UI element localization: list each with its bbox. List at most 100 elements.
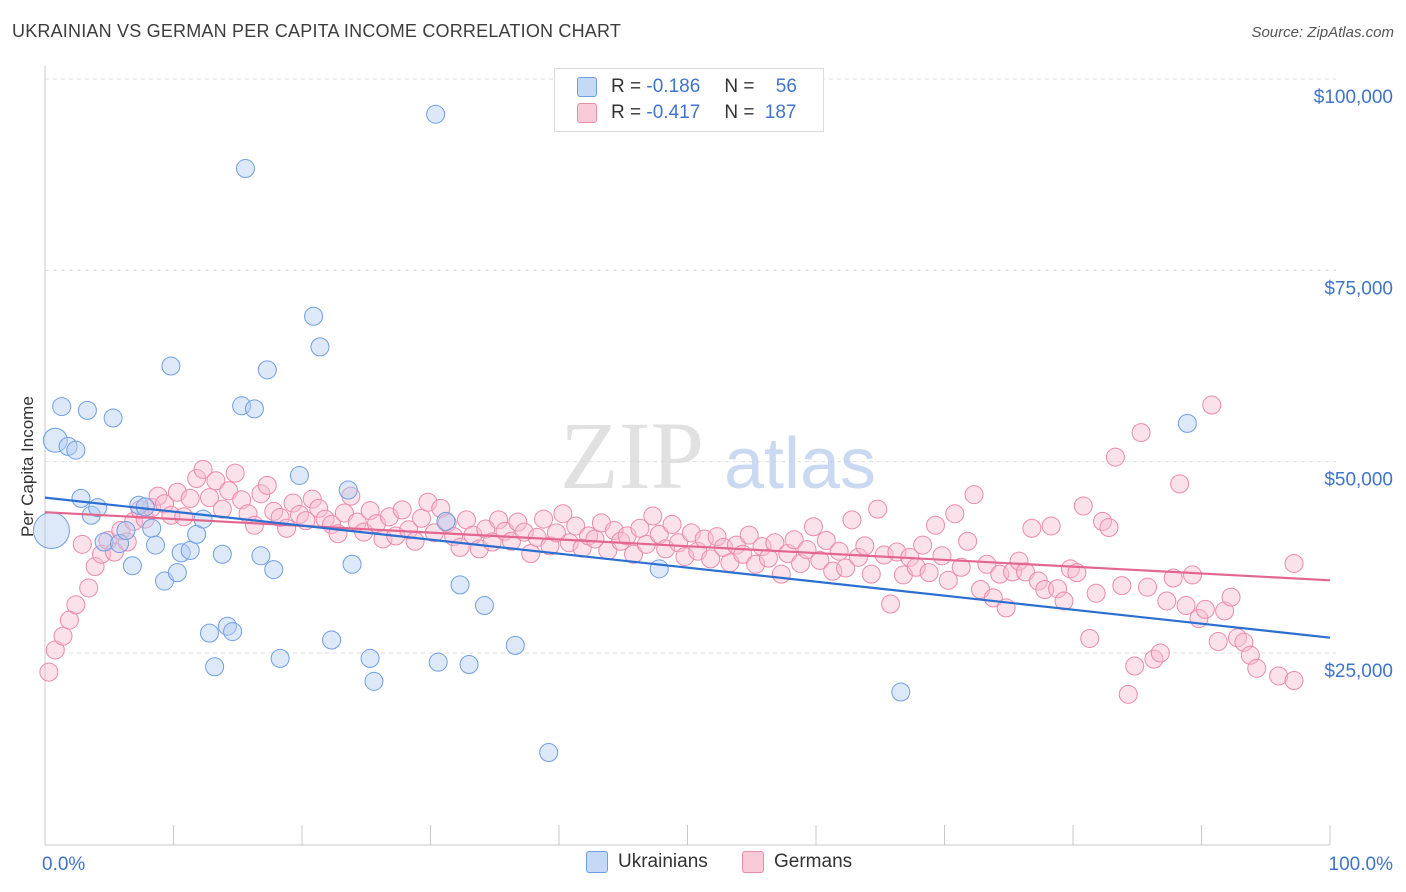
- germans-point: [1054, 591, 1074, 611]
- ukrainians-point: [338, 480, 358, 500]
- ukrainians-point: [193, 509, 213, 529]
- germans-point: [630, 518, 650, 538]
- germans-point: [1009, 551, 1029, 571]
- germans-point: [85, 557, 105, 577]
- germans-point: [951, 557, 971, 577]
- germans-point: [489, 510, 509, 530]
- germans-point: [399, 520, 419, 540]
- germans-point: [418, 492, 438, 512]
- germans-point: [1105, 447, 1125, 467]
- germans-point: [193, 459, 213, 479]
- ukrainians-point: [304, 306, 324, 326]
- germans-point: [1073, 496, 1093, 516]
- germans-point: [938, 570, 958, 590]
- germans-point: [392, 500, 412, 520]
- ukrainians-point: [264, 560, 284, 580]
- germans-point: [874, 545, 894, 565]
- germans-point: [977, 554, 997, 574]
- ukrainians-point: [539, 742, 559, 762]
- germans-point: [155, 494, 175, 514]
- ukrainians-point: [270, 648, 290, 668]
- germans-point: [739, 525, 759, 545]
- germans-point: [958, 531, 978, 551]
- stats-legend: R = -0.186 N = 56 R = -0.417 N = 187: [554, 68, 824, 132]
- germans-point: [187, 469, 207, 489]
- ukrainians-trend-line: [44, 496, 1331, 639]
- germans-point: [1099, 517, 1119, 537]
- ukrainians-point: [161, 356, 181, 376]
- germans-point: [534, 509, 554, 529]
- ukrainians-point: [364, 671, 384, 691]
- germans-point: [842, 510, 862, 530]
- germans-point: [649, 524, 669, 544]
- germans-point: [707, 527, 727, 547]
- germans-point: [1183, 565, 1203, 585]
- y-tick-label: $75,000: [1324, 278, 1393, 299]
- chart-title: UKRAINIAN VS GERMAN PER CAPITA INCOME CO…: [12, 21, 622, 41]
- ukrainians-point: [223, 622, 243, 642]
- germans-point: [1041, 516, 1061, 536]
- legend-n-value: 187: [764, 102, 797, 123]
- germans-legend-label: Germans: [774, 851, 853, 872]
- ukrainians-point: [129, 495, 149, 515]
- germans-point: [546, 523, 566, 543]
- germans-point: [1150, 643, 1170, 663]
- ukrainians-point: [1177, 413, 1197, 433]
- germans-point: [1208, 632, 1228, 652]
- germans-swatch: [577, 103, 597, 123]
- germans-point: [836, 558, 856, 578]
- germans-point: [945, 504, 965, 524]
- grid-lines: [45, 78, 1336, 654]
- germans-point: [553, 504, 573, 524]
- legend-n-label: N =: [724, 102, 755, 123]
- germans-point: [868, 499, 888, 519]
- germans-point: [1284, 553, 1304, 573]
- germans-point: [1086, 583, 1106, 603]
- germans-point: [302, 489, 322, 509]
- ukrainians-swatch: [577, 77, 597, 97]
- x-tick-label-max: 100.0%: [1329, 854, 1394, 875]
- germans-point: [1284, 671, 1304, 691]
- germans-point: [1195, 599, 1215, 619]
- legend-n-label: N =: [724, 76, 755, 97]
- germans-point: [225, 463, 245, 483]
- germans-point: [643, 506, 663, 526]
- ukrainians-point: [891, 682, 911, 702]
- germans-point: [1138, 577, 1158, 597]
- germans-point: [1125, 656, 1145, 676]
- ukrainians-point: [450, 575, 470, 595]
- germans-point: [72, 534, 92, 554]
- germans-point: [675, 547, 695, 567]
- germans-point: [1157, 591, 1177, 611]
- ukrainians-legend-label: Ukrainians: [618, 851, 708, 872]
- ukrainians-point: [71, 488, 91, 508]
- germans-point: [861, 564, 881, 584]
- germans-point: [199, 488, 219, 508]
- germans-point: [932, 546, 952, 566]
- ukrainians-point: [474, 596, 494, 616]
- ukrainians-point: [212, 544, 232, 564]
- y-tick-label: $25,000: [1324, 661, 1393, 682]
- ukrainians-point: [167, 563, 187, 583]
- germans-point: [1202, 395, 1222, 415]
- germans-point: [180, 488, 200, 508]
- ukrainians-point: [199, 623, 219, 643]
- germans-point: [212, 499, 232, 519]
- germans-point: [797, 540, 817, 560]
- germans-point: [277, 518, 297, 538]
- germans-point: [148, 486, 168, 506]
- ukrainians-point: [32, 512, 70, 550]
- germans-point: [79, 578, 99, 598]
- tick-labels: $25,000 $50,000 $75,000 $100,000 0.0% 100.0%: [42, 87, 1393, 875]
- germans-point: [66, 595, 86, 615]
- germans-point: [508, 512, 528, 532]
- germans-point: [521, 544, 541, 564]
- germans-point: [681, 523, 701, 543]
- ukrainians-point: [217, 616, 237, 636]
- ukrainians-point: [505, 635, 525, 655]
- germans-points: [39, 395, 1304, 704]
- ukrainians-point: [235, 159, 255, 179]
- germans-point: [803, 517, 823, 537]
- germans-point: [412, 508, 432, 528]
- germans-point: [1080, 628, 1100, 648]
